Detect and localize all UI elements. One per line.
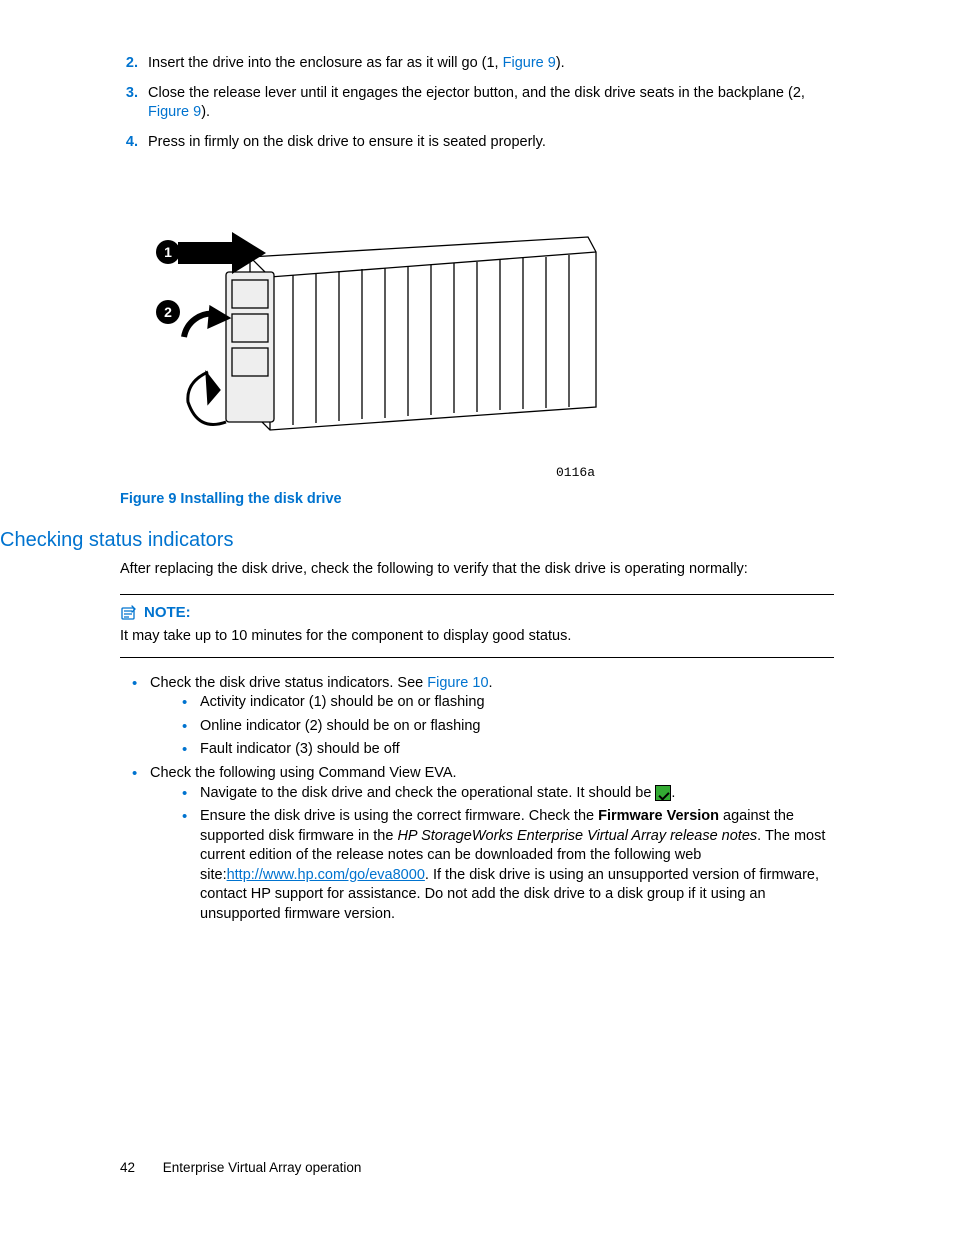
release-notes-title: HP StorageWorks Enterprise Virtual Array… xyxy=(397,828,757,844)
figure-image: 1 2 xyxy=(138,172,600,460)
list-item: Ensure the disk drive is using the corre… xyxy=(150,807,834,924)
figure-9: 1 2 0116a xyxy=(138,172,834,482)
list-item: Check the following using Command View E… xyxy=(120,764,834,925)
footer-title: Enterprise Virtual Array operation xyxy=(163,1160,362,1175)
figure-code: 0116a xyxy=(556,464,834,482)
page-footer: 42 Enterprise Virtual Array operation xyxy=(120,1159,361,1177)
note-icon xyxy=(120,605,138,621)
steps-list: 2. Insert the drive into the enclosure a… xyxy=(120,54,834,152)
figure-link[interactable]: Figure 10 xyxy=(427,675,488,691)
step-text: Insert the drive into the enclosure as f… xyxy=(148,54,834,74)
step-text: Close the release lever until it engages… xyxy=(148,84,834,123)
figure-link[interactable]: Figure 9 xyxy=(148,104,201,120)
section-heading: Checking status indicators xyxy=(0,527,834,554)
list-item: Activity indicator (1) should be on or f… xyxy=(150,693,834,713)
note-text: It may take up to 10 minutes for the com… xyxy=(120,627,834,647)
step-3: 3. Close the release lever until it enga… xyxy=(120,84,834,123)
eva-url-link[interactable]: http://www.hp.com/go/eva8000 xyxy=(227,867,425,883)
step-4: 4. Press in firmly on the disk drive to … xyxy=(120,133,834,153)
step-number: 3. xyxy=(120,84,148,123)
list-item: Navigate to the disk drive and check the… xyxy=(150,784,834,804)
step-2: 2. Insert the drive into the enclosure a… xyxy=(120,54,834,74)
check-list: Check the disk drive status indicators. … xyxy=(120,674,834,925)
note-block: NOTE: It may take up to 10 minutes for t… xyxy=(120,594,834,658)
list-item: Online indicator (2) should be on or fla… xyxy=(150,717,834,737)
intro-paragraph: After replacing the disk drive, check th… xyxy=(120,560,834,580)
check-icon xyxy=(655,785,671,801)
figure-link[interactable]: Figure 9 xyxy=(503,55,556,71)
step-text: Press in firmly on the disk drive to ens… xyxy=(148,133,834,153)
sub-list: Navigate to the disk drive and check the… xyxy=(150,784,834,925)
figure-caption: Figure 9 Installing the disk drive xyxy=(120,490,834,510)
sub-list: Activity indicator (1) should be on or f… xyxy=(150,693,834,760)
firmware-version-label: Firmware Version xyxy=(598,808,719,824)
list-item: Fault indicator (3) should be off xyxy=(150,740,834,760)
note-label: NOTE: xyxy=(144,603,191,623)
list-item: Check the disk drive status indicators. … xyxy=(120,674,834,760)
disk-enclosure-illustration xyxy=(138,172,600,460)
step-number: 4. xyxy=(120,133,148,153)
note-header: NOTE: xyxy=(120,603,834,623)
step-number: 2. xyxy=(120,54,148,74)
page-number: 42 xyxy=(120,1159,135,1177)
